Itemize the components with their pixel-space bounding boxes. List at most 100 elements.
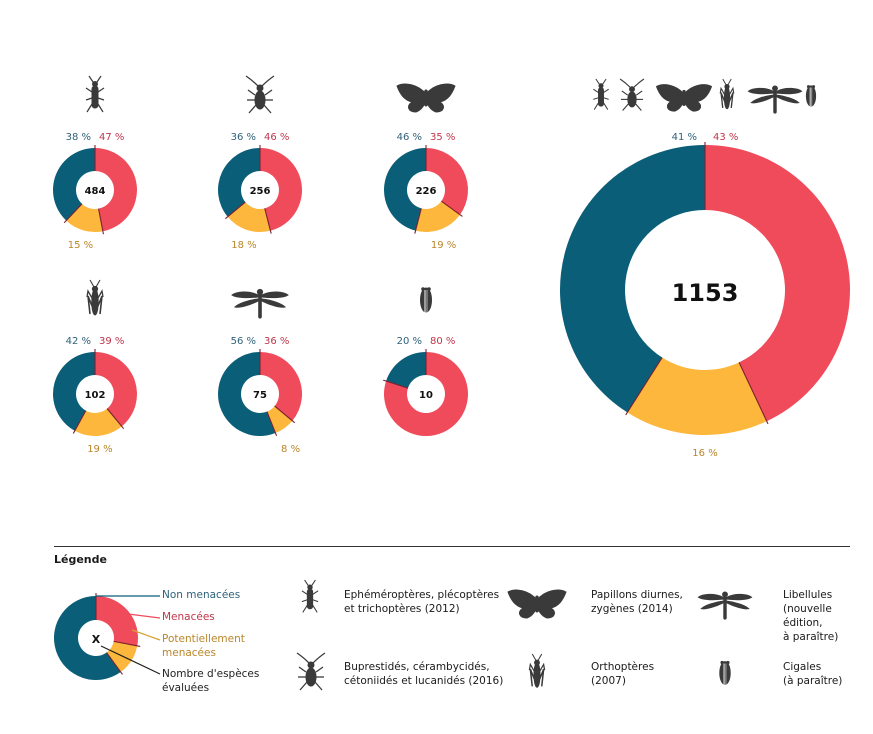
total-count-label: 102 [85,390,106,401]
threatened-percent-label: 39 % [99,336,124,347]
donut-256-divider [264,208,272,234]
potentially-threatened-percent-label: 15 % [68,240,93,251]
donut-102-slice-non-threatened [53,352,95,431]
legend-donut-divider [113,640,141,647]
donut-total-divider [738,362,769,425]
legend-group-cicada-text: Cigales (à paraître) [783,661,843,687]
donut-256-slice-threatened [260,148,302,231]
beetle-icon [619,78,645,112]
donut-484-divider [63,203,83,224]
beetle-icon [245,75,275,114]
donut-256-slice-non-threatened [218,148,260,217]
potentially-threatened-percent-label: 16 % [692,448,717,459]
donut-102-slice-potentially [74,408,122,436]
donut-chart-226: 226 46 % 35 % 19 % [383,83,468,251]
donut-226-divider [441,200,463,217]
legend-label-non-threatened: Non menacées [162,589,241,601]
legend-dragonfly-icon [697,591,753,620]
potentially-threatened-percent-label: 19 % [87,444,112,455]
legend-label-threatened: Menacées [162,611,215,623]
legend-grasshopper-icon [528,653,546,689]
threatened-percent-label: 36 % [264,336,289,347]
threatened-percent-label: 80 % [430,336,455,347]
legend-group-butterfly-text: Papillons diurnes, zygènes (2014) [591,589,683,615]
cicada-icon [805,85,817,108]
threatened-percent-label: 35 % [430,132,455,143]
total-count-label: 226 [416,186,437,197]
legend-leader-line-potentially [131,629,161,641]
legend-label-potentially: Potentiellement menacées [162,633,245,659]
donut-102-divider [72,410,87,434]
total-count-label: 1153 [672,279,739,307]
donut-10-slice-threatened [384,352,469,436]
non-threatened-percent-label: 38 % [66,132,91,143]
donut-total-divider [625,357,663,416]
donut-102-divider [106,408,125,430]
donut-total-slice-threatened [705,145,851,422]
legend-donut-slice-threatened [96,596,138,646]
caddisfly-icon [85,75,105,113]
legend-divider [54,546,850,547]
donut-226-slice-non-threatened [383,148,426,231]
donut-chart-102: 102 42 % 39 % 19 % [53,279,137,455]
donut-chart-total: 1153 41 % 43 % 16 % [559,78,851,459]
legend-cicada-icon [719,660,731,686]
threatened-percent-label: 43 % [713,132,738,143]
butterfly-icon [396,83,456,113]
donut-484-slice-non-threatened [53,148,95,221]
legend-caddisfly-icon [301,579,319,613]
butterfly-icon [655,84,713,112]
potentially-threatened-percent-label: 8 % [281,444,300,455]
legend-butterfly-icon [507,589,567,619]
non-threatened-percent-label: 36 % [231,132,256,143]
donut-total-slice-non-threatened [559,145,705,413]
donut-chart-256: 256 36 % 46 % 18 % [218,75,302,251]
grasshopper-icon [719,78,735,110]
non-threatened-percent-label: 41 % [672,132,697,143]
total-count-label: 10 [419,390,433,401]
legend-group-grasshopper-text: Orthoptères (2007) [591,661,655,687]
donut-226-slice-threatened [426,148,468,215]
donut-10-divider [383,379,409,389]
donut-226-slice-potentially [415,201,460,233]
donut-256-slice-potentially [227,202,271,233]
potentially-threatened-percent-label: 18 % [231,240,256,251]
legend-leader-line-count [100,645,161,675]
legend-example-donut: X [54,593,161,680]
donut-75-slice-non-threatened [217,352,276,436]
donut-chart-75: 75 56 % 36 % 8 % [217,288,302,455]
non-threatened-percent-label: 42 % [66,336,91,347]
donut-226-divider [414,208,422,234]
dragonfly-icon [747,85,803,114]
donut-484-slice-threatened [95,148,137,232]
caddisfly-icon [592,78,610,111]
legend-label-count: Nombre d'espèces évaluées [162,668,260,694]
total-count-label: 256 [250,186,271,197]
donut-75-divider [266,411,278,437]
donut-75-divider [274,405,296,424]
donut-102-slice-threatened [95,352,137,427]
total-count-label: 484 [85,186,106,197]
legend-group-dragonfly-text: Libellules (nouvelle édition, à paraître… [783,589,839,643]
donut-chart-10: 10 20 % 80 % [383,287,469,436]
donut-256-divider [224,201,246,220]
legend-title: Légende [54,553,107,566]
donut-chart-484: 484 38 % 47 % 15 % [53,75,137,251]
threatened-percent-label: 46 % [264,132,289,143]
legend-donut-slice-potentially [106,641,138,672]
legend-leader-line-threatened [127,613,161,619]
cicada-icon [420,287,432,314]
donut-10-slice-non-threatened [386,352,426,389]
legend-beetle-icon [296,652,326,691]
potentially-threatened-percent-label: 19 % [431,240,456,251]
non-threatened-percent-label: 46 % [397,132,422,143]
grasshopper-icon [86,279,104,316]
legend-donut-slice-non-threatened [54,596,121,680]
legend-donut-divider [106,652,123,675]
dragonfly-icon [231,288,289,319]
non-threatened-percent-label: 56 % [231,336,256,347]
non-threatened-percent-label: 20 % [397,336,422,347]
donut-484-divider [98,208,104,235]
total-count-label: 75 [253,390,267,401]
